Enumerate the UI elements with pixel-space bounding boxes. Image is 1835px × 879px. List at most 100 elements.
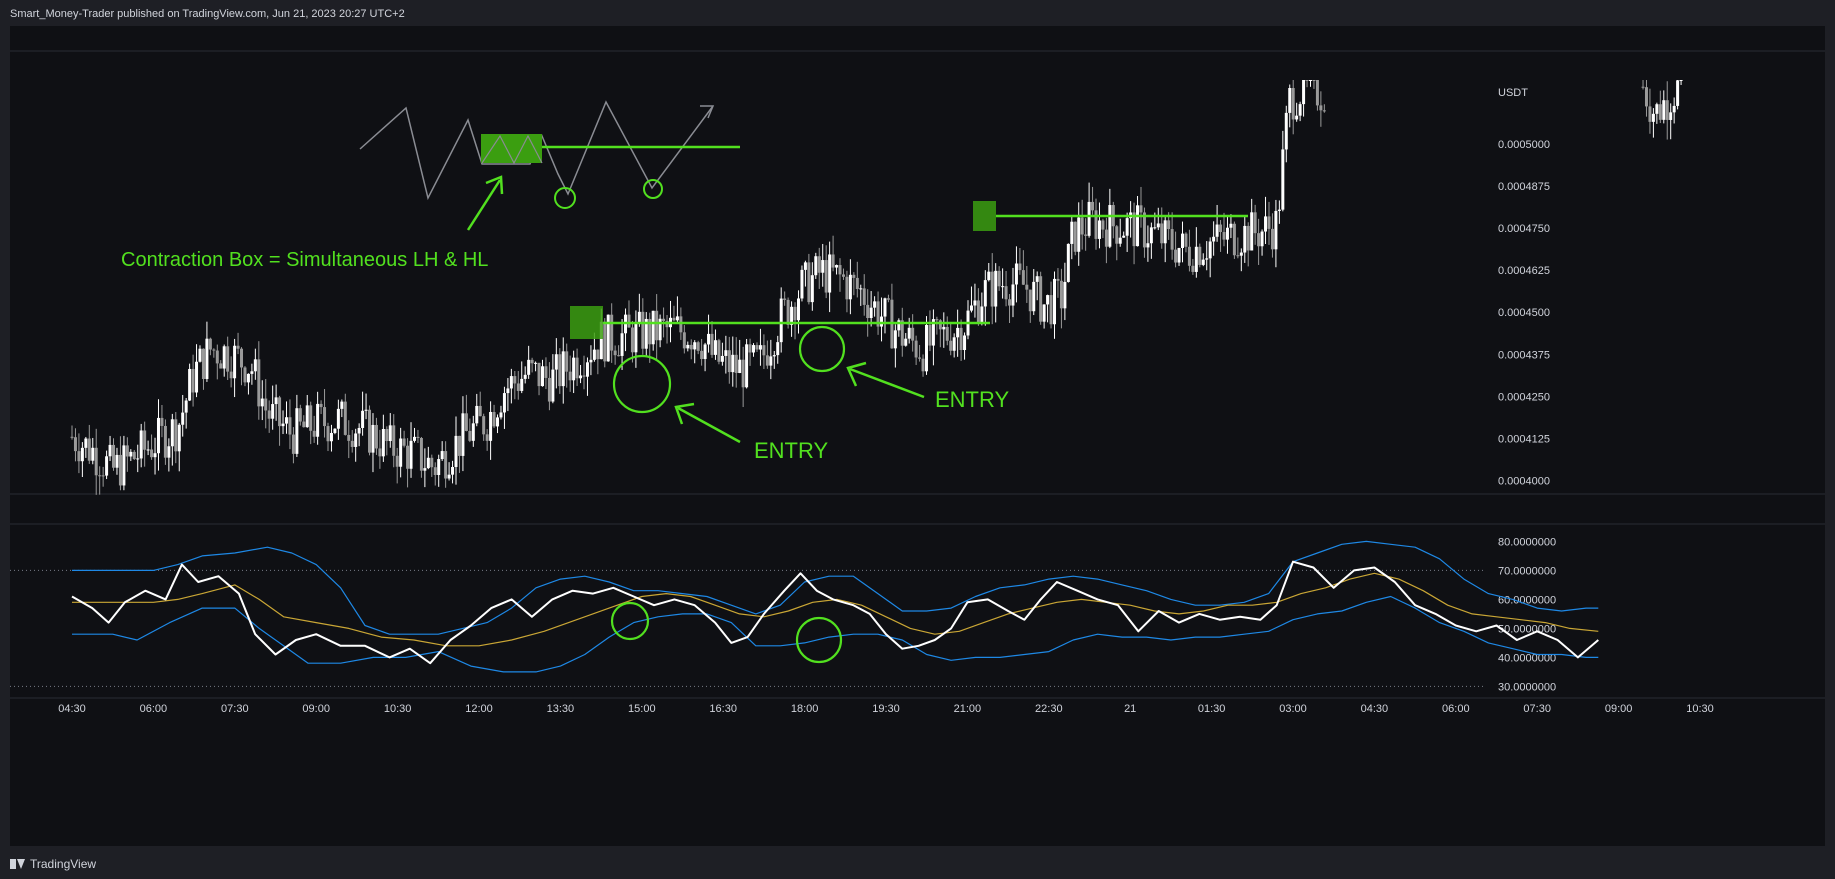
candle-body <box>713 340 717 355</box>
candle-body <box>862 288 866 305</box>
candle-body <box>634 322 638 353</box>
time-tick-label: 10:30 <box>384 703 412 715</box>
time-tick-label: 21 <box>1124 703 1136 715</box>
candle-body <box>589 359 593 363</box>
candle-body <box>689 344 693 350</box>
candle-body <box>620 333 624 356</box>
candle-body <box>454 435 458 468</box>
candle-body <box>1066 243 1070 282</box>
candle-body <box>357 427 361 434</box>
candle-body <box>73 437 77 452</box>
chart-area[interactable]: 0.0004000 0.0004125 0.0004250 0.0004375 0.00… <box>10 26 1825 846</box>
candle-body <box>727 350 731 373</box>
candle-body <box>309 405 313 431</box>
candle-body <box>1250 212 1254 251</box>
candle-body <box>219 363 223 369</box>
candle-body <box>77 451 81 462</box>
candle-body <box>139 430 143 459</box>
candle-body <box>527 359 531 375</box>
candle-body <box>1094 210 1098 239</box>
rsi-circle-2 <box>795 616 843 664</box>
candle-body <box>914 340 918 358</box>
candle-body <box>1264 216 1268 232</box>
candle-body <box>1298 104 1302 116</box>
candle-body <box>1246 225 1250 251</box>
candle-body <box>893 330 897 349</box>
rsi-circle-1 <box>610 601 650 641</box>
candle-body <box>122 445 126 486</box>
candle-body <box>112 444 116 468</box>
candle-body <box>814 256 818 276</box>
candle-body <box>603 321 607 362</box>
candle-body <box>437 459 441 475</box>
candle-body <box>1281 149 1285 210</box>
candle-body <box>1180 233 1184 249</box>
candle-body <box>212 349 216 351</box>
candle-body <box>478 405 482 417</box>
candle-body <box>973 300 977 306</box>
candle-body <box>1648 106 1652 122</box>
candle-body <box>447 474 451 479</box>
candle-body <box>1322 110 1326 112</box>
price-tick-label: 0.0004000 <box>1498 476 1550 488</box>
candle-body <box>402 438 406 446</box>
candle-body <box>1267 216 1271 229</box>
candle-body <box>1644 87 1648 107</box>
tradingview-logo[interactable]: TradingView <box>10 857 96 871</box>
time-tick-label: 06:00 <box>140 703 168 715</box>
candle-body <box>226 346 230 372</box>
price-tick-label: 0.0004625 <box>1498 265 1550 277</box>
candle-body <box>682 332 686 349</box>
candle-body <box>1260 231 1264 247</box>
candle-body <box>1136 205 1140 247</box>
candle-body <box>1059 280 1063 309</box>
candle-body <box>544 366 548 378</box>
schematic-hl-circle-2 <box>643 179 663 199</box>
candle-body <box>769 356 773 366</box>
candle-body <box>997 270 1001 287</box>
time-tick-label: 12:00 <box>465 703 493 715</box>
candle-body <box>765 355 769 366</box>
candle-body <box>644 318 648 349</box>
candle-body <box>1676 80 1680 106</box>
candle-body <box>651 310 655 345</box>
candle-body <box>1270 228 1274 250</box>
candle-body <box>188 368 192 401</box>
candle-body <box>333 428 337 433</box>
candle-body <box>987 271 991 281</box>
candle-body <box>641 311 645 349</box>
price-tick-label: 0.0004375 <box>1498 349 1550 361</box>
time-tick-label: 07:30 <box>1523 703 1551 715</box>
candle-body <box>803 262 807 270</box>
candle-body <box>1115 226 1119 244</box>
candle-body <box>1153 227 1157 229</box>
candle-body <box>208 338 212 350</box>
candle-body <box>475 405 479 424</box>
footer-bar: TradingView <box>0 848 1835 879</box>
candle-body <box>267 410 271 419</box>
candle-body <box>136 458 140 460</box>
candle-body <box>451 467 455 475</box>
candle-body <box>1208 241 1212 259</box>
candle-body <box>115 454 119 468</box>
candle-body <box>385 428 389 442</box>
candle-body <box>201 348 205 379</box>
candle-body <box>1146 243 1150 248</box>
candle-body <box>291 434 295 454</box>
candle-body <box>361 410 365 428</box>
candle-body <box>84 438 88 448</box>
candle-body <box>1302 80 1306 105</box>
candle-body <box>198 348 202 362</box>
candle-body <box>558 354 562 387</box>
candle-body <box>1091 201 1095 211</box>
candle-body <box>1052 278 1056 325</box>
candle-body <box>648 318 652 345</box>
candle-body <box>758 345 762 350</box>
candle-body <box>679 316 683 333</box>
candle-body <box>1187 246 1191 266</box>
candle-body <box>319 403 323 408</box>
candle-body <box>717 340 721 362</box>
candle-body <box>596 349 600 360</box>
candle-body <box>368 409 372 453</box>
candle-body <box>1305 80 1309 81</box>
